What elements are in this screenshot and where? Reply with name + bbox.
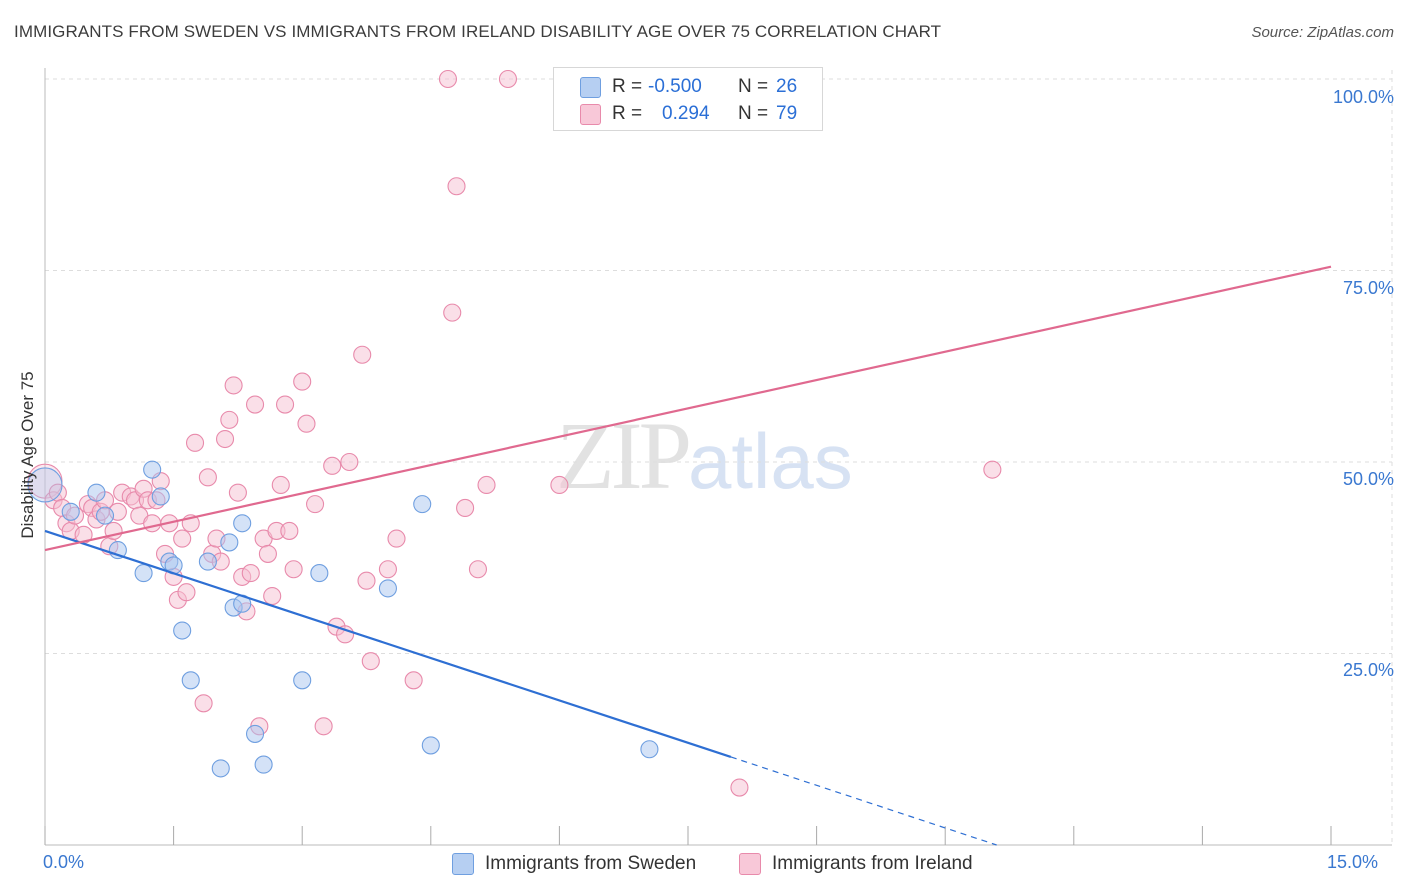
ireland-trend-line [44, 265, 1332, 552]
ireland-point [224, 376, 243, 395]
ireland-point [456, 498, 475, 518]
ireland-point [228, 483, 247, 502]
source-label: Source: ZipAtlas.com [1251, 24, 1394, 41]
ireland-point [280, 521, 299, 540]
ireland-point [498, 69, 518, 89]
ireland-point [241, 564, 260, 583]
ireland-point [361, 652, 380, 671]
ireland-point [357, 571, 376, 590]
sweden-point [61, 502, 80, 521]
bottom-sweden-swatch [452, 853, 474, 875]
sweden-point [27, 467, 63, 503]
sweden-r-value: -0.500 [648, 76, 702, 97]
bottom-sweden-label: Immigrants from Sweden [485, 853, 697, 874]
ireland-point [983, 460, 1002, 479]
ireland-n-label: N = [738, 103, 769, 124]
ireland-point [143, 514, 162, 533]
sweden-point [143, 460, 162, 479]
ireland-point [245, 395, 265, 414]
sweden-point [233, 514, 252, 533]
x-tick-label-right: 15.0% [1327, 852, 1379, 872]
bottom-ireland-swatch [739, 853, 761, 875]
sweden-point [640, 740, 659, 759]
ireland-point [306, 495, 325, 514]
ireland-point [263, 586, 282, 606]
ireland-r-label: R = [612, 103, 643, 124]
y-tick-label-50: 50.0% [1342, 469, 1394, 489]
ireland-point [297, 414, 316, 433]
y-tick-label-75: 75.0% [1342, 278, 1394, 298]
sweden-series [27, 460, 659, 778]
ireland-point [271, 475, 290, 495]
ireland-point [323, 456, 342, 475]
ireland-r-value: 0.294 [662, 103, 710, 124]
trend-lines [44, 265, 1332, 846]
ireland-point [173, 529, 192, 548]
ireland-point [220, 410, 239, 429]
ireland-point [198, 468, 217, 487]
axes [44, 68, 1392, 846]
ireland-point [550, 475, 569, 495]
sweden-point [245, 724, 265, 743]
watermark-zip: ZIP [556, 402, 692, 509]
x-tick-label-left: 0.0% [43, 852, 85, 872]
ireland-point [177, 583, 196, 602]
ireland-point [314, 717, 333, 736]
sweden-point [173, 621, 192, 640]
ireland-point [194, 694, 213, 713]
y-tick-label-100: 100.0% [1332, 87, 1394, 107]
ireland-point [215, 429, 235, 449]
sweden-trend-line [44, 529, 732, 758]
sweden-point [181, 671, 200, 690]
sweden-point [95, 506, 115, 525]
ireland-series [27, 69, 1002, 797]
sweden-n-value: 26 [776, 76, 798, 97]
ireland-point [447, 177, 466, 196]
ireland-point [438, 69, 457, 89]
sweden-swatch [580, 77, 601, 98]
ireland-point [468, 560, 488, 579]
sweden-trend-extension [730, 756, 997, 846]
y-axis-title: Disability Age Over 75 [18, 371, 37, 539]
sweden-point [310, 564, 329, 583]
ireland-point [258, 544, 277, 563]
ireland-point [293, 372, 312, 391]
sweden-point [134, 564, 153, 583]
grid-lines [45, 70, 1393, 845]
ireland-point [340, 452, 359, 472]
watermark-atlas: atlas [688, 417, 853, 505]
sweden-point [293, 671, 312, 690]
sweden-point [151, 487, 170, 506]
sweden-point [413, 495, 432, 514]
ireland-point [477, 475, 496, 495]
ireland-point [730, 778, 749, 797]
bottom-ireland-label: Immigrants from Ireland [772, 853, 973, 874]
ireland-point [284, 560, 303, 579]
sweden-r-label: R = [612, 76, 643, 97]
ireland-swatch [580, 104, 601, 125]
ireland-point [378, 560, 397, 579]
chart-title: IMMIGRANTS FROM SWEDEN VS IMMIGRANTS FRO… [14, 22, 942, 41]
correlation-legend: R = -0.500 N = 26 R = 0.294 N = 79 [553, 67, 823, 131]
ireland-point [404, 671, 423, 690]
y-tick-label-25: 25.0% [1342, 660, 1394, 680]
sweden-point [421, 736, 440, 755]
ireland-point [353, 345, 372, 364]
sweden-point [198, 552, 217, 571]
sweden-point [211, 759, 230, 778]
sweden-n-label: N = [738, 76, 769, 97]
sweden-point [87, 483, 106, 502]
ireland-point [387, 529, 406, 548]
ireland-point [276, 395, 295, 414]
sweden-point [378, 579, 397, 598]
sweden-point [220, 533, 239, 552]
ireland-n-value: 79 [776, 103, 798, 124]
ireland-point [443, 303, 462, 322]
watermark: ZIPatlas [556, 400, 853, 511]
sweden-point [254, 755, 273, 774]
ireland-point [185, 433, 205, 452]
